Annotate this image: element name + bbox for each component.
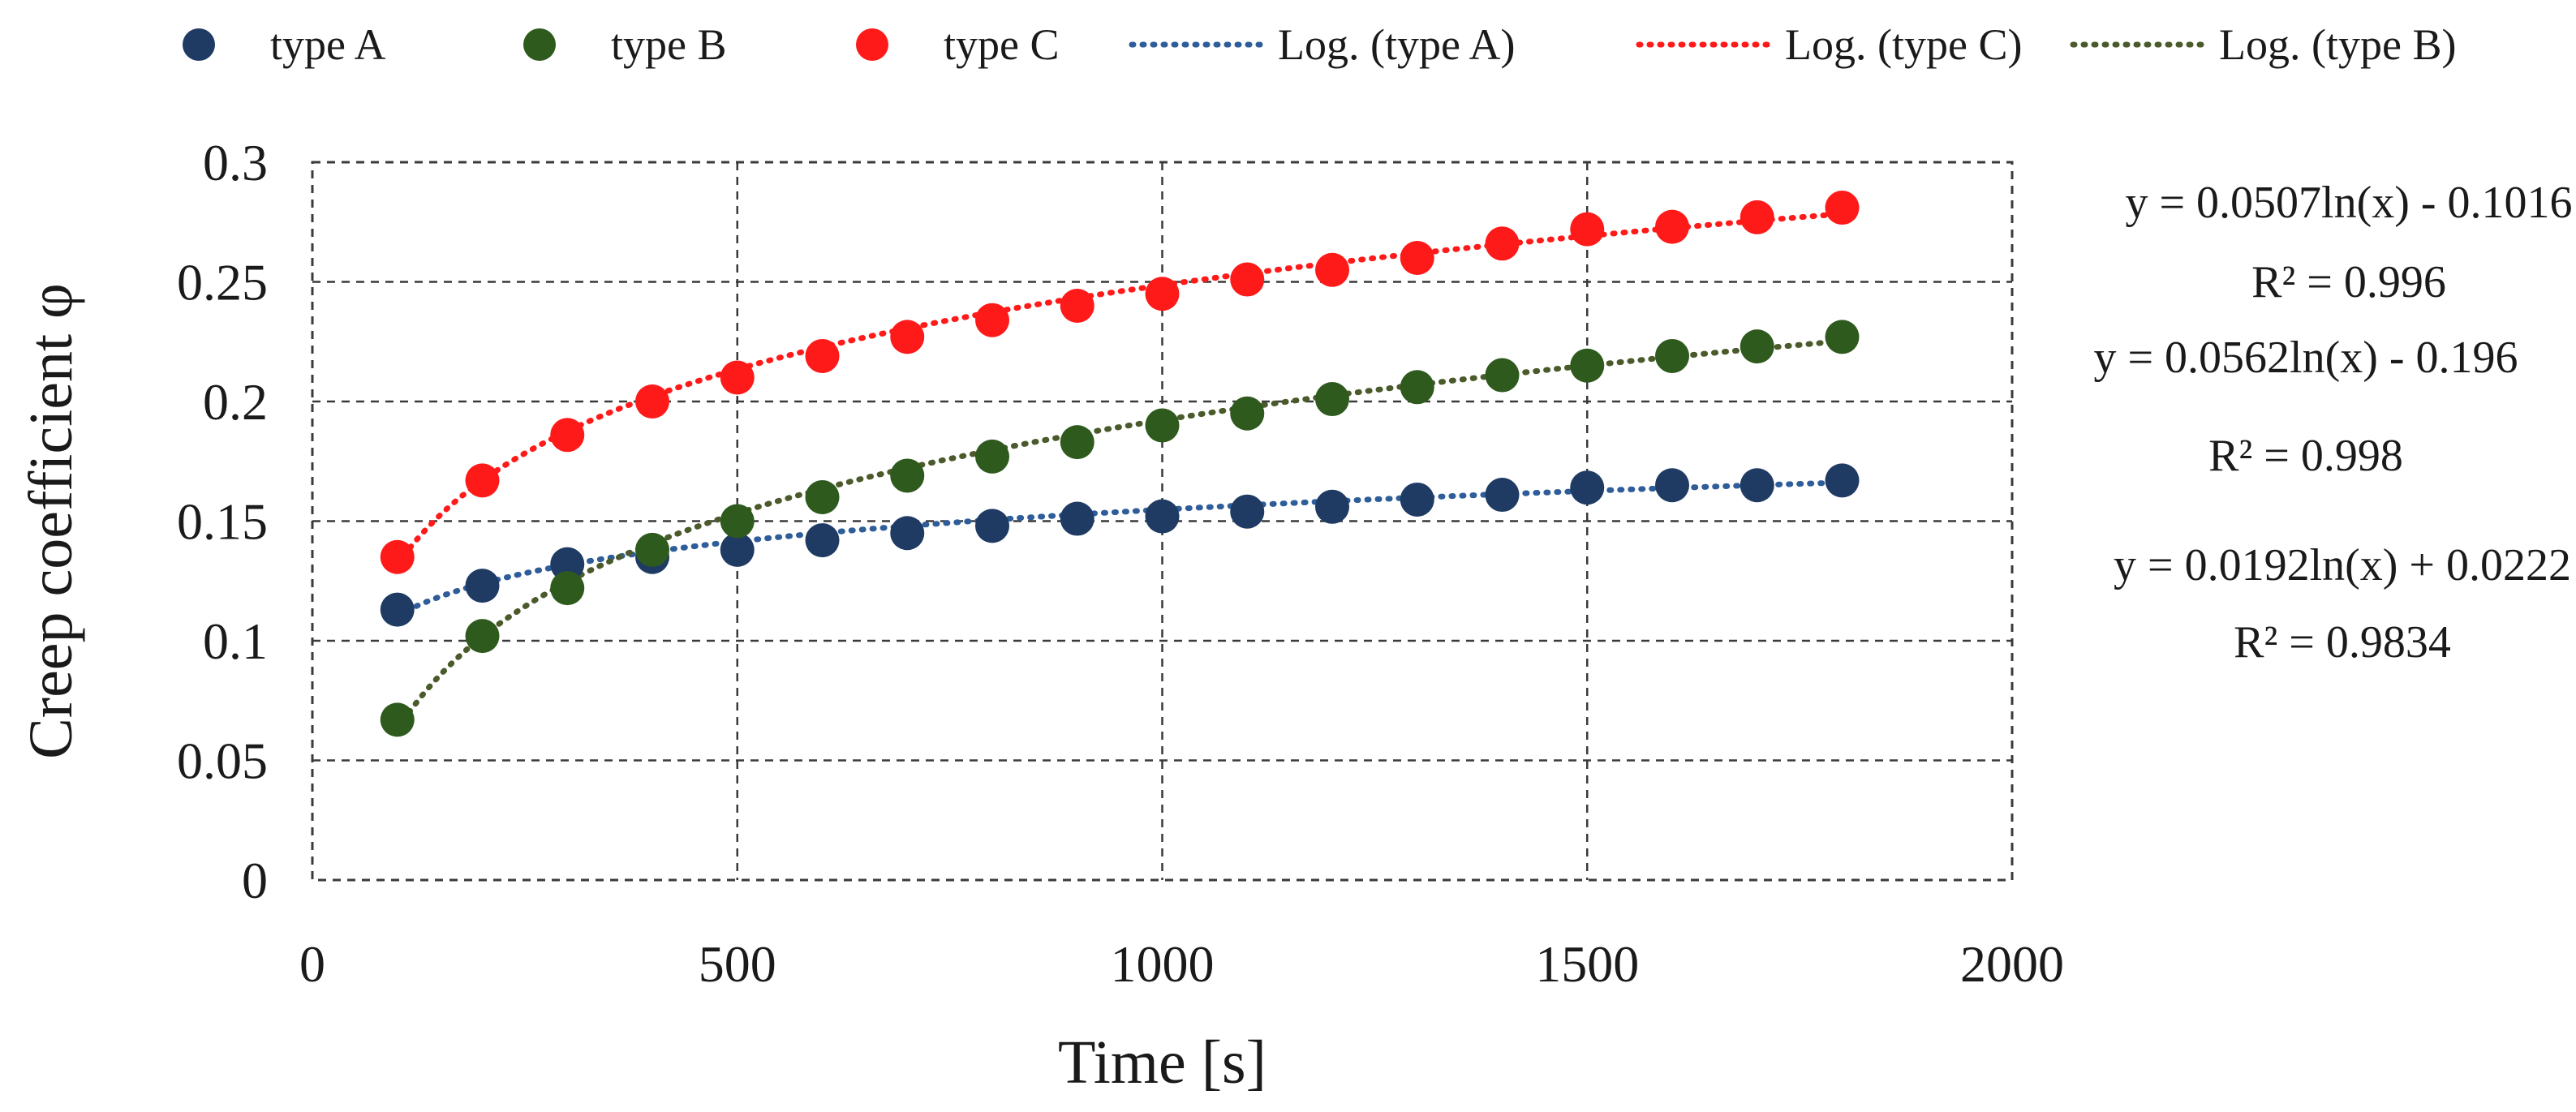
trendline-equation: y = 0.0507ln(x) - 0.1016 (2125, 178, 2572, 228)
y-tick-label: 0.3 (203, 134, 268, 191)
legend-item: Log. (type C) (1636, 20, 2022, 69)
data-point (1570, 348, 1605, 383)
data-point (1740, 200, 1774, 234)
legend-item: type B (523, 20, 727, 69)
y-tick-label: 0.05 (177, 732, 268, 790)
x-tick-label: 500 (699, 935, 776, 993)
legend: type A type B type C Log. (type A) Log. (typ… (183, 20, 2456, 69)
legend-label: type C (944, 20, 1060, 69)
data-point (380, 702, 415, 737)
data-points (380, 191, 1860, 737)
data-point (465, 463, 500, 498)
data-point (1485, 478, 1520, 513)
data-point (1740, 329, 1774, 364)
data-point (1230, 494, 1265, 529)
legend-label: type B (611, 20, 727, 69)
legend-item: Log. (type A) (1129, 20, 1515, 69)
data-point (1570, 470, 1605, 505)
data-point (1825, 191, 1860, 225)
x-tick-label: 1000 (1111, 935, 1215, 993)
trendline-r-squared: R² = 0.9834 (2234, 617, 2451, 668)
data-point (1485, 226, 1520, 261)
data-point (1655, 468, 1689, 503)
x-tick-label: 0 (299, 935, 325, 993)
data-point (890, 458, 925, 493)
data-point (1230, 262, 1265, 297)
legend-label: Log. (type B) (2219, 20, 2456, 69)
trendline-equation: y = 0.0192ln(x) + 0.0222 (2114, 540, 2571, 590)
data-point (975, 509, 1009, 543)
data-point (380, 539, 415, 574)
data-point (1825, 463, 1860, 498)
y-tick-label: 0.2 (203, 373, 268, 431)
legend-marker (856, 28, 888, 61)
data-point (1315, 489, 1349, 524)
trendline-r-squared: R² = 0.998 (2208, 431, 2403, 481)
data-point (1060, 289, 1094, 323)
data-point (805, 523, 840, 558)
data-point (720, 360, 755, 395)
data-point (1315, 252, 1349, 287)
data-point (380, 592, 415, 627)
data-point (1400, 482, 1434, 517)
data-point (805, 480, 840, 514)
x-tick-label: 2000 (1960, 935, 2064, 993)
legend-item: type A (183, 20, 386, 69)
data-point (465, 569, 500, 603)
legend-item: Log. (type B) (2070, 20, 2456, 69)
data-point (1655, 338, 1689, 373)
y-tick-label: 0.15 (177, 493, 268, 551)
y-tick-label: 0.25 (177, 254, 268, 311)
legend-item: type C (856, 20, 1060, 69)
data-point (1570, 212, 1605, 247)
data-point (1145, 408, 1180, 443)
data-point (550, 571, 585, 606)
trendline-equations: y = 0.0507ln(x) - 0.1016 R² = 0.996 y = 0.… (2093, 178, 2572, 668)
data-point (1060, 425, 1094, 460)
data-point (1655, 209, 1689, 244)
data-point (550, 418, 585, 453)
data-point (1060, 501, 1094, 536)
y-tick-labels: 0 0.05 0.1 0.15 0.2 0.25 0.3 (177, 134, 268, 909)
data-point (890, 516, 925, 551)
legend-label: Log. (type C) (1785, 20, 2022, 69)
plot-frame (311, 161, 2014, 882)
y-tick-label: 0 (242, 852, 268, 909)
legend-label: type A (270, 20, 386, 69)
data-point (720, 504, 755, 539)
data-point (1230, 396, 1265, 431)
data-point (975, 303, 1009, 337)
data-point (1145, 277, 1180, 311)
series-type-c (380, 191, 1860, 574)
data-point (1825, 320, 1860, 354)
legend-label: Log. (type A) (1278, 20, 1515, 69)
trendline-equation: y = 0.0562ln(x) - 0.196 (2093, 333, 2518, 383)
data-point (975, 439, 1009, 474)
data-point (1400, 241, 1434, 275)
x-tick-label: 1500 (1535, 935, 1639, 993)
data-point (635, 384, 669, 419)
trendline-r-squared: R² = 0.996 (2251, 257, 2446, 307)
data-point (550, 547, 585, 582)
x-axis-label: Time [s] (1058, 1028, 1266, 1097)
data-point (635, 532, 669, 567)
data-point (1315, 382, 1349, 417)
data-point (805, 338, 840, 373)
data-point (1485, 358, 1520, 393)
data-point (1400, 370, 1434, 405)
y-axis-label: Creep coefficient φ (17, 283, 85, 759)
y-tick-label: 0.1 (203, 612, 268, 670)
data-point (1740, 468, 1774, 503)
legend-marker (523, 28, 556, 61)
x-tick-labels: 0 500 1000 1500 2000 (299, 935, 2064, 993)
data-point (720, 532, 755, 567)
series-type-b (380, 320, 1860, 737)
data-point (890, 320, 925, 354)
data-point (465, 619, 500, 654)
legend-marker (183, 28, 215, 61)
data-point (1145, 499, 1180, 534)
